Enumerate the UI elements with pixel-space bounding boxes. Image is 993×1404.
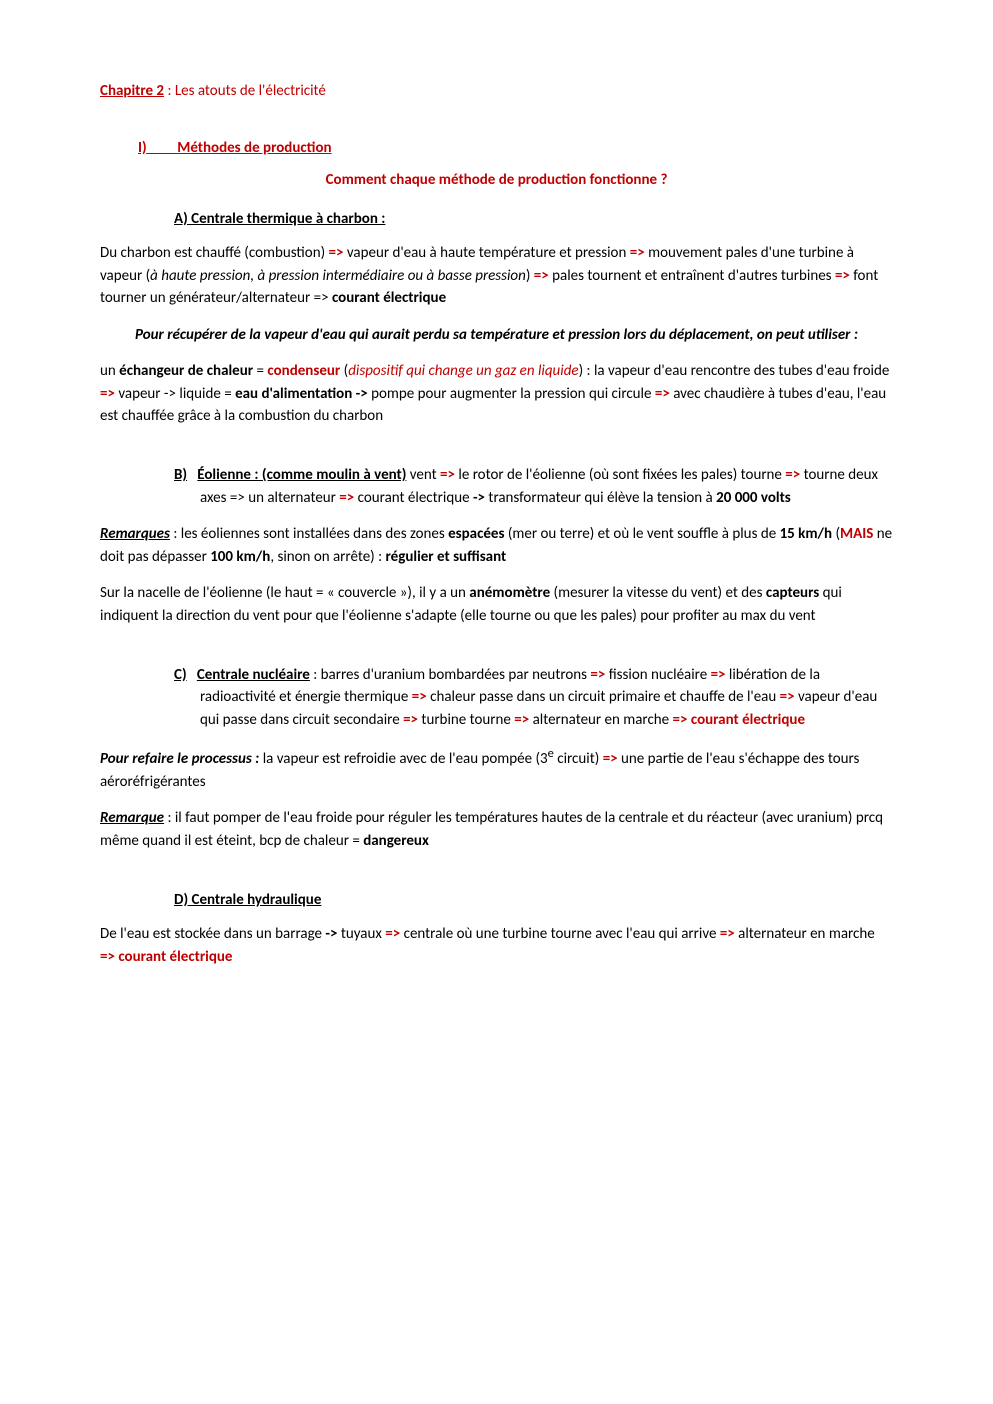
text: alternateur en marche (529, 711, 672, 729)
text: vapeur -> liquide = (115, 385, 235, 403)
text: (mesurer la vitesse du vent) et des (550, 584, 766, 602)
arrow: => (440, 466, 455, 484)
text: ) (526, 267, 534, 285)
text: : il faut pomper de l'eau froide pour ré… (100, 809, 883, 850)
para-a2: un échangeur de chaleur = condenseur (di… (100, 360, 893, 428)
bold-text: espacées (448, 525, 504, 543)
arrow: => (329, 244, 344, 262)
text: le rotor de l'éolienne (où sont fixées l… (455, 466, 785, 484)
bold-text: anémomètre (469, 584, 550, 602)
title-b: Éolienne : (comme moulin à vent) (197, 466, 406, 484)
text: vent (406, 466, 440, 484)
arrow: => (711, 666, 726, 684)
arrow: => (785, 466, 800, 484)
text: De l'eau est stockée dans un barrage (100, 925, 325, 943)
italic-red-text: dispositif qui change un gaz en liquide (348, 362, 578, 380)
letter-c: C) (174, 666, 187, 684)
arrow: => (835, 267, 850, 285)
arrow: => (590, 666, 605, 684)
text: pales tournent et entraînent d'autres tu… (549, 267, 835, 285)
centered-italic-a: Pour récupérer de la vapeur d'eau qui au… (100, 324, 893, 347)
bold-text: courant électrique (332, 289, 446, 307)
text: un (100, 362, 119, 380)
text: courant électrique (354, 489, 473, 507)
chapter-label: Chapitre 2 (100, 82, 164, 100)
para-c-rem: Remarque : il faut pomper de l'eau froid… (100, 807, 893, 852)
section-i-title: Méthodes de production (177, 139, 331, 157)
remarques-label: Remarques (100, 525, 170, 543)
text: chaleur passe dans un circuit primaire e… (427, 688, 780, 706)
center-question: Comment chaque méthode de production fon… (100, 169, 893, 192)
section-i-num: I) (138, 139, 147, 157)
bold-text: 20 000 volts (716, 489, 791, 507)
bold-text: -> (325, 925, 337, 943)
heading-d: D) Centrale hydraulique (174, 889, 893, 912)
italic-text: à haute pression, à pression intermédiai… (150, 267, 526, 285)
arrow: => (514, 711, 529, 729)
bold-red-text: MAIS (840, 525, 873, 543)
bold-red-text: => courant électrique (100, 948, 233, 966)
heading-a: A) Centrale thermique à charbon : (174, 208, 893, 231)
text: turbine tourne (418, 711, 514, 729)
text: la vapeur est refroidie avec de l'eau po… (259, 750, 547, 768)
text: (mer ou terre) et où le vent souffle à p… (504, 525, 779, 543)
para-c-refaire: Pour refaire le processus : la vapeur es… (100, 745, 893, 793)
arrow: => (403, 711, 418, 729)
arrow: => (385, 925, 400, 943)
text: transformateur qui élève la tension à (485, 489, 716, 507)
arrow: => (630, 244, 645, 262)
para-d: De l'eau est stockée dans un barrage -> … (100, 923, 893, 968)
chapter-rest: : Les atouts de l'électricité (164, 82, 326, 100)
bold-red-text: condenseur (267, 362, 340, 380)
arrow: => (339, 489, 354, 507)
text: tuyaux (337, 925, 385, 943)
bold-text: échangeur de chaleur (119, 362, 253, 380)
bold-text: capteurs (766, 584, 819, 602)
arrow: => (655, 385, 670, 403)
letter-b: B) (174, 466, 187, 484)
bold-text: régulier et suffisant (386, 548, 507, 566)
chapter-title: Chapitre 2 : Les atouts de l'électricité (100, 80, 893, 103)
section-i-heading: I) Méthodes de production (138, 137, 893, 160)
title-c: Centrale nucléaire (197, 666, 310, 684)
text: ) : la vapeur d'eau rencontre des tubes … (579, 362, 890, 380)
para-b: B) Éolienne : (comme moulin à vent) vent… (200, 464, 893, 509)
text: : barres d'uranium bombardées par neutro… (310, 666, 591, 684)
para-a1: Du charbon est chauffé (combustion) => v… (100, 242, 893, 310)
refaire-label: Pour refaire le processus : (100, 750, 259, 768)
arrow: => (412, 688, 427, 706)
arrow: => (100, 385, 115, 403)
text: pompe pour augmenter la pression qui cir… (368, 385, 655, 403)
arrow: => (534, 267, 549, 285)
text: Du charbon est chauffé (combustion) (100, 244, 329, 262)
remarque-label: Remarque (100, 809, 164, 827)
para-c: C) Centrale nucléaire : barres d'uranium… (200, 664, 893, 732)
text: ( (832, 525, 840, 543)
text: alternateur en marche (735, 925, 875, 943)
text: Sur la nacelle de l'éolienne (le haut = … (100, 584, 469, 602)
bold-text: dangereux (363, 832, 429, 850)
para-b3: Sur la nacelle de l'éolienne (le haut = … (100, 582, 893, 627)
bold-red-text: => courant électrique (673, 711, 806, 729)
bold-text: 100 km/h (210, 548, 270, 566)
text: , sinon on arrête) : (270, 548, 385, 566)
para-b-rem: Remarques : les éoliennes sont installée… (100, 523, 893, 568)
text: centrale où une turbine tourne avec l'ea… (400, 925, 720, 943)
text: : les éoliennes sont installées dans des… (170, 525, 448, 543)
bold-text: 15 km/h (780, 525, 833, 543)
bold-text: -> (473, 489, 485, 507)
arrow: => (720, 925, 735, 943)
bold-text: eau d'alimentation -> (235, 385, 368, 403)
text: vapeur d'eau à haute température et pres… (343, 244, 629, 262)
arrow: => (603, 750, 618, 768)
text: fission nucléaire (605, 666, 710, 684)
arrow: => (780, 688, 795, 706)
text: circuit) (554, 750, 603, 768)
text: = (253, 362, 267, 380)
